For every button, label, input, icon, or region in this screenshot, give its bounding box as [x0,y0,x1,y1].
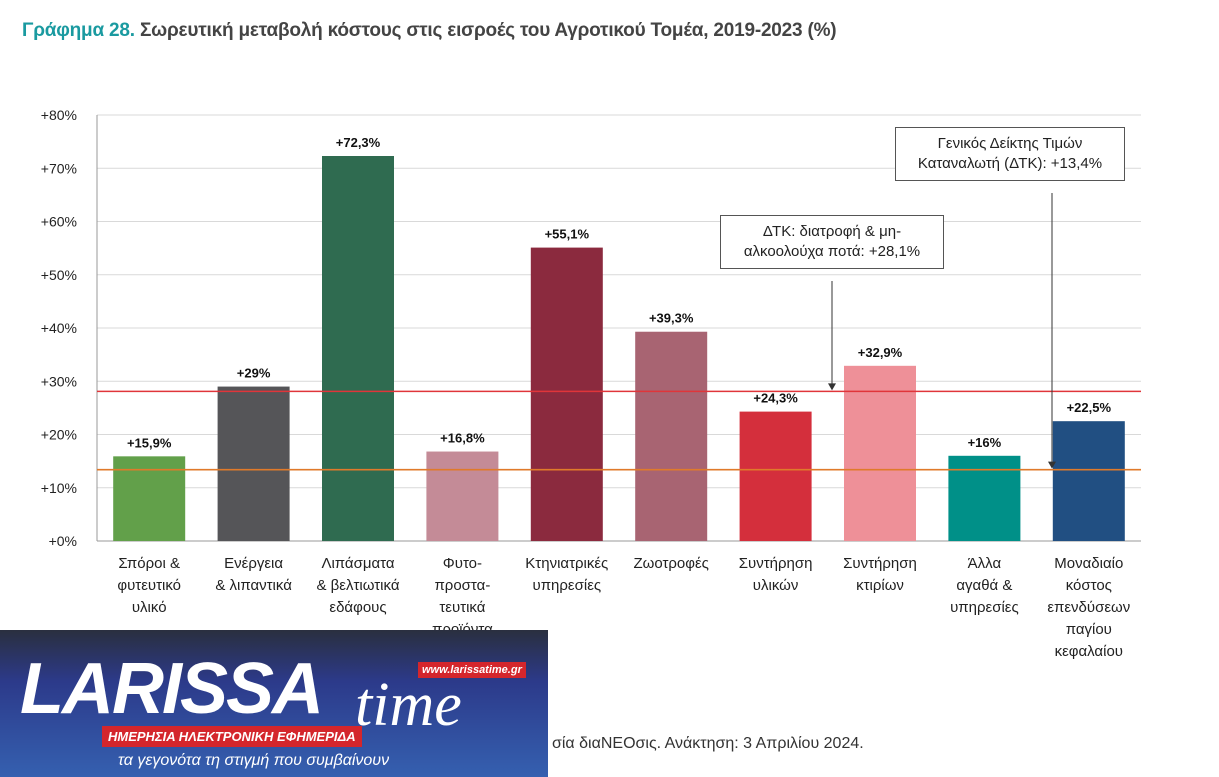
x-tick-label: Ζωοτροφές [633,555,708,572]
chart-title: Γράφημα 28. Σωρευτική μεταβολή κόστους σ… [22,20,837,42]
x-tick-label: υπηρεσίες [532,577,601,594]
bar [530,247,603,541]
annotation-line: ΔΤΚ: διατροφή & μη- [762,223,902,240]
x-tick-label: προστα- [434,577,490,594]
x-tick-label: Λιπάσματα [321,555,394,572]
x-tick-label: Κτηνιατρικές [525,555,608,572]
data-label: +22,5% [1067,400,1112,415]
data-label: +32,9% [858,345,903,360]
title-prefix: Γράφημα 28. [22,20,135,41]
data-label: +15,9% [127,435,172,450]
y-tick-label: +30% [41,373,77,389]
y-tick-label: +80% [41,107,77,123]
title-text: Σωρευτική μεταβολή κόστους στις εισροές … [139,20,837,41]
x-tick-label: υπηρεσίες [950,599,1019,616]
arrowhead-icon [1048,461,1056,469]
annotation-line: Γενικός Δείκτης Τιμών [937,135,1083,152]
y-tick-label: +70% [41,160,77,176]
bar [739,411,812,541]
data-label: +72,3% [336,135,381,150]
data-label: +16,8% [440,431,485,446]
x-tick-label: υλικών [753,577,799,594]
annotation-line: αλκοολούχα ποτά: +28,1% [743,243,921,260]
x-tick-label: Άλλα [968,555,1002,572]
y-tick-label: +10% [41,480,77,496]
x-tick-label: Σπόροι & [118,555,180,572]
annotation-line: Καταναλωτή (ΔΤΚ): +13,4% [917,155,1103,172]
y-tick-label: +0% [49,533,77,549]
x-tick-label: Συντήρηση [843,555,917,572]
bar [1052,421,1125,541]
x-tick-label: υλικό [132,599,167,616]
x-tick-label: τευτικά [439,599,485,616]
source-note: σία διαΝΕΟσις. Ανάκτηση: 3 Απριλίου 2024… [552,735,864,752]
bar [322,156,394,541]
y-tick-label: +60% [41,214,77,230]
x-tick-label: εδάφους [329,599,386,616]
x-tick-label: Φυτο- [443,555,482,572]
data-label: +39,3% [649,311,694,326]
x-tick-label: κτιρίων [856,577,904,594]
bar [426,451,499,541]
logo-slogan: τα γεγονότα τη στιγμή που συμβαίνουν [118,752,390,769]
x-tick-label: & βελτιωτικά [317,577,400,594]
y-tick-label: +40% [41,320,77,336]
data-label: +16% [968,435,1002,450]
data-label: +55,1% [545,227,590,242]
bar [844,365,916,541]
bar [635,331,708,541]
x-tick-label: Μοναδιαίο [1054,555,1123,572]
arrowhead-icon [828,383,836,391]
larissatime-logo: LARISSA time www.larissatime.gr ΗΜΕΡΗΣΙΑ… [0,630,548,777]
x-tick-label: Ενέργεια [224,555,283,572]
x-tick-label: φυτευτικό [117,577,181,594]
y-tick-label: +20% [41,427,77,443]
logo-tagline: ΗΜΕΡΗΣΙΑ ΗΛΕΚΤΡΟΝΙΚΗ ΕΦΗΜΕΡΙΔΑ [102,726,362,747]
x-tick-label: κεφαλαίου [1055,643,1123,660]
logo-time: time [355,671,462,739]
bar [217,386,290,541]
annotation-food-cpi: ΔΤΚ: διατροφή & μη-αλκοολούχα ποτά: +28,… [720,215,944,269]
data-label: +24,3% [753,391,798,406]
bar [948,455,1021,541]
data-label: +29% [237,366,271,381]
annotation-general-cpi: Γενικός Δείκτης Τιμών Καταναλωτή (ΔΤΚ): +… [895,127,1125,181]
x-tick-label: παγίου [1066,621,1112,638]
x-tick-label: Συντήρηση [739,555,813,572]
logo-name: LARISSA [20,649,324,729]
x-tick-label: αγαθά & [956,577,1012,594]
logo-url: www.larissatime.gr [418,662,526,678]
x-tick-label: κόστος [1066,577,1112,594]
x-tick-label: επενδύσεων [1047,599,1130,616]
y-tick-label: +50% [41,267,77,283]
x-tick-label: & λιπαντικά [215,577,292,594]
